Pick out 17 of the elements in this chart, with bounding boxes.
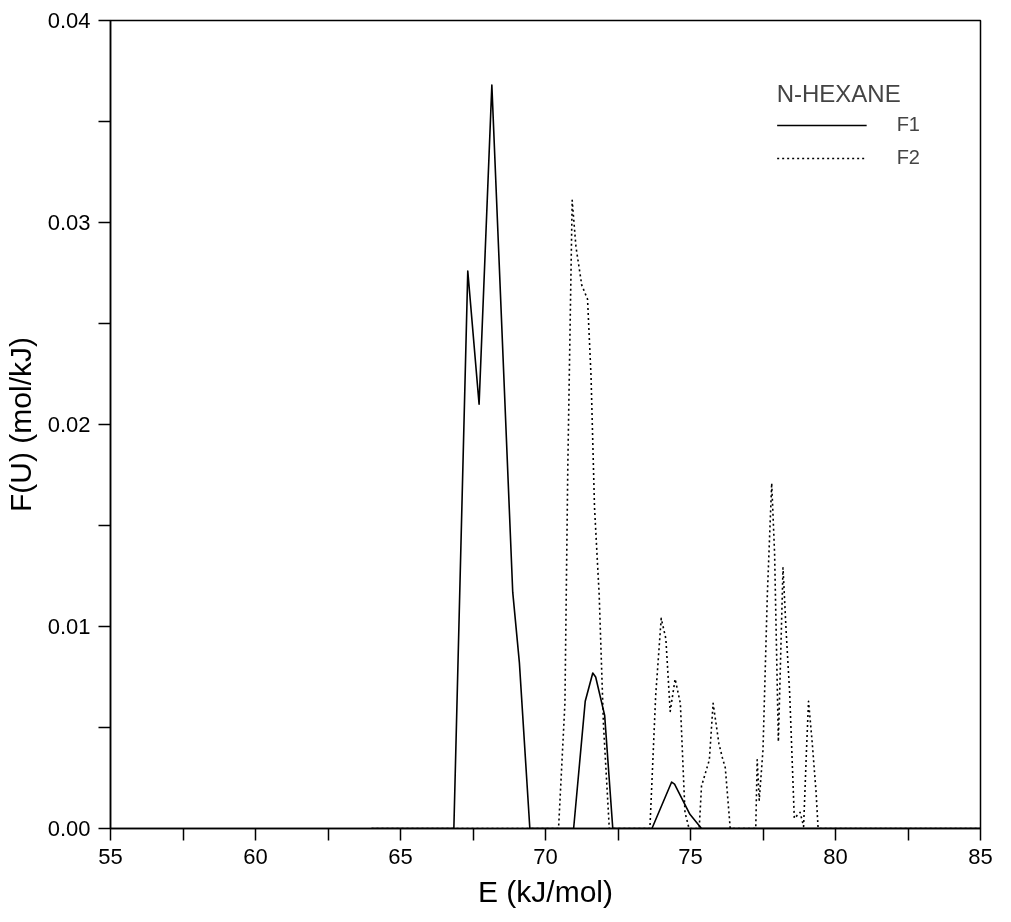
x-tick-label: 80 [823, 843, 848, 869]
y-tick-label: 0.02 [47, 412, 91, 437]
legend-label: F1 [896, 113, 920, 136]
y-tick-label: 0.00 [47, 816, 91, 841]
x-tick-label: 60 [243, 843, 268, 869]
x-tick-label: 75 [678, 843, 703, 869]
x-tick-label: 70 [533, 843, 558, 869]
y-tick-label: 0.04 [47, 8, 91, 33]
x-tick-label: 85 [968, 843, 993, 869]
y-axis-title: F(U) (mol/kJ) [3, 337, 37, 512]
legend-title: N-HEXANE [776, 80, 902, 108]
y-tick-label: 0.01 [47, 614, 91, 639]
legend-label: F2 [896, 146, 920, 169]
y-tick-label: 0.03 [47, 210, 91, 235]
x-tick-label: 65 [388, 843, 413, 869]
x-axis-title: E (kJ/mol) [478, 874, 613, 908]
x-tick-label: 55 [98, 843, 123, 869]
